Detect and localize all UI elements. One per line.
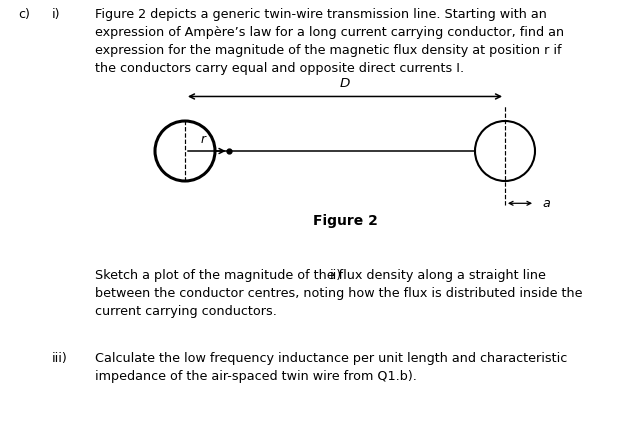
Text: Calculate the low frequency inductance per unit length and characteristic
impeda: Calculate the low frequency inductance p… [95, 352, 567, 383]
Text: c): c) [18, 8, 30, 21]
Text: i): i) [52, 8, 60, 21]
Text: D: D [340, 77, 350, 90]
Text: ii): ii) [330, 269, 342, 282]
Text: Figure 2 depicts a generic twin-wire transmission line. Starting with an
express: Figure 2 depicts a generic twin-wire tra… [95, 8, 564, 75]
Text: a: a [543, 197, 551, 210]
Text: r: r [201, 132, 206, 146]
Text: iii): iii) [52, 352, 68, 365]
Text: Figure 2: Figure 2 [312, 215, 377, 228]
Text: Sketch a plot of the magnitude of the flux density along a straight line
between: Sketch a plot of the magnitude of the fl… [95, 269, 582, 318]
